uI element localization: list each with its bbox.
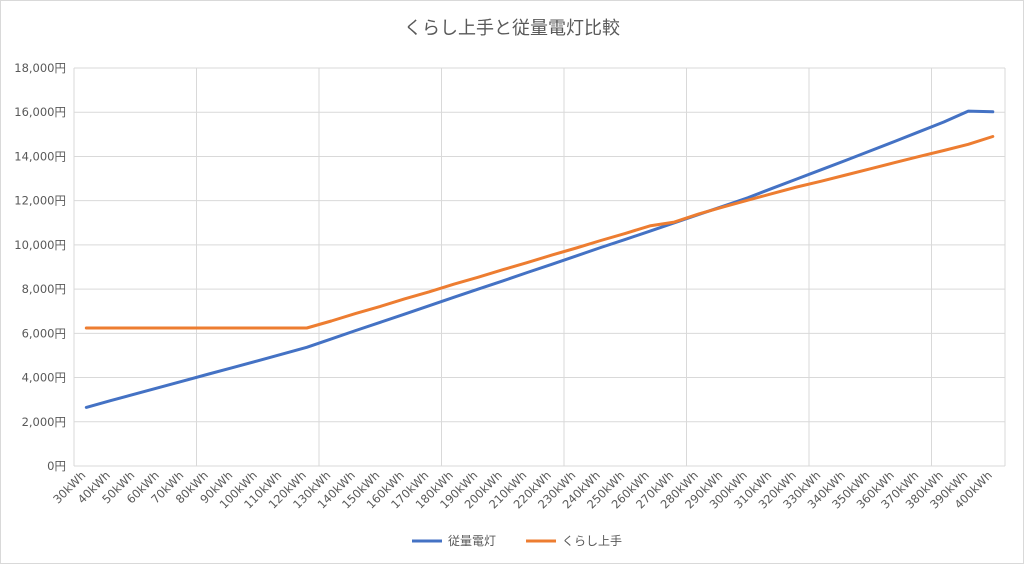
legend-label: 従量電灯 <box>448 534 496 548</box>
y-tick-label: 10,000円 <box>14 238 66 252</box>
gridlines <box>73 67 1006 467</box>
series-line <box>84 135 995 330</box>
series-line <box>84 109 995 409</box>
y-axis: 0円 2,000円 4,000円 6,000円 8,000円 10,000円 12,000円… <box>14 61 66 473</box>
y-tick-label: 4,000円 <box>22 371 66 385</box>
series-lines <box>84 109 995 409</box>
y-tick-label: 2,000円 <box>22 415 66 429</box>
legend-label: くらし上手 <box>562 534 622 548</box>
y-tick-label: 8,000円 <box>22 282 66 296</box>
chart-title: くらし上手と従量電灯比較 <box>404 18 620 39</box>
y-tick-label: 0円 <box>47 459 66 473</box>
y-tick-label: 6,000円 <box>22 326 66 340</box>
legend: 従量電灯 くらし上手 <box>412 534 622 548</box>
y-tick-label: 12,000円 <box>14 194 66 208</box>
y-tick-label: 18,000円 <box>14 61 66 75</box>
y-tick-label: 16,000円 <box>14 105 66 119</box>
x-axis: 30kWh40kWh50kWh60kWh70kWh80kWh90kWh100kW… <box>50 468 995 511</box>
y-tick-label: 14,000円 <box>14 149 66 163</box>
